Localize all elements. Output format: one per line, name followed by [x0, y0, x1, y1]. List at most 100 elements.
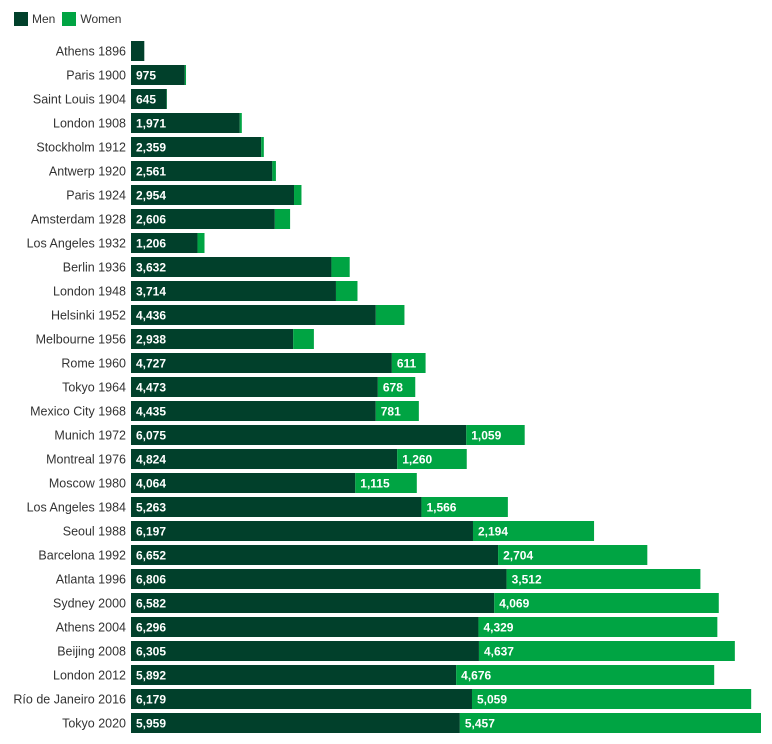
- value-label-men: 975: [136, 69, 156, 83]
- bar-row-los-angeles-1984: Los Angeles 1984 5,263 1,566: [27, 497, 508, 517]
- bar-women[interactable]: [355, 473, 417, 493]
- bar-women[interactable]: [456, 665, 715, 685]
- value-label-men: 4,436: [136, 309, 166, 323]
- bar-women[interactable]: [397, 449, 467, 469]
- bar-women[interactable]: [506, 569, 701, 589]
- value-label-women: 4,637: [484, 645, 514, 659]
- category-label: Barcelona 1992: [38, 549, 126, 563]
- value-label-women: 4,329: [483, 621, 513, 635]
- bar-men[interactable]: [131, 209, 275, 229]
- category-label: Paris 1924: [66, 189, 126, 203]
- bar-men[interactable]: [131, 713, 460, 733]
- legend-item-men[interactable]: Men: [14, 12, 55, 26]
- bar-women[interactable]: [184, 65, 187, 85]
- bar-row-berlin-1936: Berlin 1936 3,632: [63, 257, 350, 277]
- bar-men[interactable]: [131, 329, 294, 349]
- bar-row-saint-louis-1904: Saint Louis 1904 645: [33, 89, 167, 109]
- bar-row-tokyo-2020: Tokyo 2020 5,959 5,457: [62, 713, 761, 733]
- bar-men[interactable]: [131, 401, 376, 421]
- value-label-men: 6,305: [136, 645, 166, 659]
- bar-men[interactable]: [131, 617, 479, 637]
- bar-men[interactable]: [131, 137, 262, 157]
- value-label-men: 5,892: [136, 669, 166, 683]
- bar-women[interactable]: [274, 209, 291, 229]
- legend-item-women[interactable]: Women: [62, 12, 121, 26]
- bar-women[interactable]: [331, 257, 350, 277]
- value-label-men: 6,197: [136, 525, 166, 539]
- bar-women[interactable]: [391, 353, 426, 373]
- bar-men[interactable]: [131, 545, 499, 565]
- bar-men[interactable]: [131, 593, 495, 613]
- bar-women[interactable]: [375, 401, 419, 421]
- value-label-women: 678: [383, 381, 403, 395]
- bar-women[interactable]: [478, 617, 718, 637]
- bar-women[interactable]: [471, 689, 752, 709]
- category-label: Saint Louis 1904: [33, 93, 126, 107]
- category-label: Tokyo 1964: [62, 381, 126, 395]
- bar-men[interactable]: [131, 353, 392, 373]
- category-label: Los Angeles 1932: [27, 237, 126, 251]
- value-label-men: 6,179: [136, 693, 166, 707]
- bar-women[interactable]: [239, 113, 242, 133]
- bar-men[interactable]: [131, 521, 473, 541]
- bar-row-paris-1900: Paris 1900 975: [66, 65, 187, 85]
- bar-men[interactable]: [131, 569, 507, 589]
- bar-women[interactable]: [261, 137, 264, 157]
- category-label: Mexico City 1968: [30, 405, 126, 419]
- bar-men[interactable]: [131, 305, 376, 325]
- category-label: Montreal 1976: [46, 453, 126, 467]
- bar-women[interactable]: [494, 593, 719, 613]
- bar-row-helsinki-1952: Helsinki 1952 4,436: [51, 305, 405, 325]
- category-label: Munich 1972: [54, 429, 126, 443]
- bar-women[interactable]: [478, 641, 735, 661]
- category-label: Sydney 2000: [53, 597, 126, 611]
- legend-label-men: Men: [32, 12, 56, 26]
- value-label-men: 2,606: [136, 213, 166, 227]
- category-label: Antwerp 1920: [49, 165, 126, 179]
- bar-men[interactable]: [131, 425, 467, 445]
- bar-women[interactable]: [459, 713, 761, 733]
- value-label-women: 4,069: [499, 597, 529, 611]
- bar-row-melbourne-1956: Melbourne 1956 2,938: [36, 329, 314, 349]
- bar-men[interactable]: [131, 473, 356, 493]
- value-label-men: 4,064: [136, 477, 166, 491]
- bar-row-montreal-1976: Montreal 1976 4,824 1,260: [46, 449, 467, 469]
- bar-men[interactable]: [131, 641, 479, 661]
- bar-women[interactable]: [421, 497, 508, 517]
- bar-row-london-2012: London 2012 5,892 4,676: [53, 665, 715, 685]
- bar-women[interactable]: [335, 281, 358, 301]
- value-label-men: 6,652: [136, 549, 166, 563]
- legend-swatch-men: [14, 12, 28, 26]
- value-label-women: 1,115: [360, 477, 390, 491]
- bar-men[interactable]: [131, 257, 332, 277]
- bar-row-amsterdam-1928: Amsterdam 1928 2,606: [31, 209, 291, 229]
- bar-women[interactable]: [293, 329, 314, 349]
- bar-women[interactable]: [498, 545, 648, 565]
- bar-men[interactable]: [131, 161, 273, 181]
- bar-men[interactable]: [131, 689, 472, 709]
- bar-women[interactable]: [294, 185, 302, 205]
- value-label-men: 6,075: [136, 429, 166, 443]
- value-label-women: 611: [397, 357, 417, 371]
- bar-men[interactable]: [131, 377, 378, 397]
- bar-men[interactable]: [131, 89, 167, 109]
- bar-women[interactable]: [272, 161, 276, 181]
- bar-women[interactable]: [377, 377, 416, 397]
- value-label-men: 4,727: [136, 357, 166, 371]
- bar-women[interactable]: [472, 521, 595, 541]
- bar-row-atlanta-1996: Atlanta 1996 6,806 3,512: [56, 569, 701, 589]
- bar-men[interactable]: [131, 113, 240, 133]
- bar-men[interactable]: [131, 281, 336, 301]
- bar-men[interactable]: [131, 185, 295, 205]
- bar-women[interactable]: [466, 425, 525, 445]
- bar-women[interactable]: [375, 305, 405, 325]
- bar-men[interactable]: [131, 65, 185, 85]
- bar-men[interactable]: [131, 233, 198, 253]
- bar-men[interactable]: [131, 665, 457, 685]
- bar-men[interactable]: [131, 497, 422, 517]
- bar-row-paris-1924: Paris 1924 2,954: [66, 185, 302, 205]
- bar-row-athens-1896: Athens 1896: [56, 41, 145, 61]
- bar-men[interactable]: [131, 41, 145, 61]
- bar-women[interactable]: [197, 233, 205, 253]
- bar-men[interactable]: [131, 449, 398, 469]
